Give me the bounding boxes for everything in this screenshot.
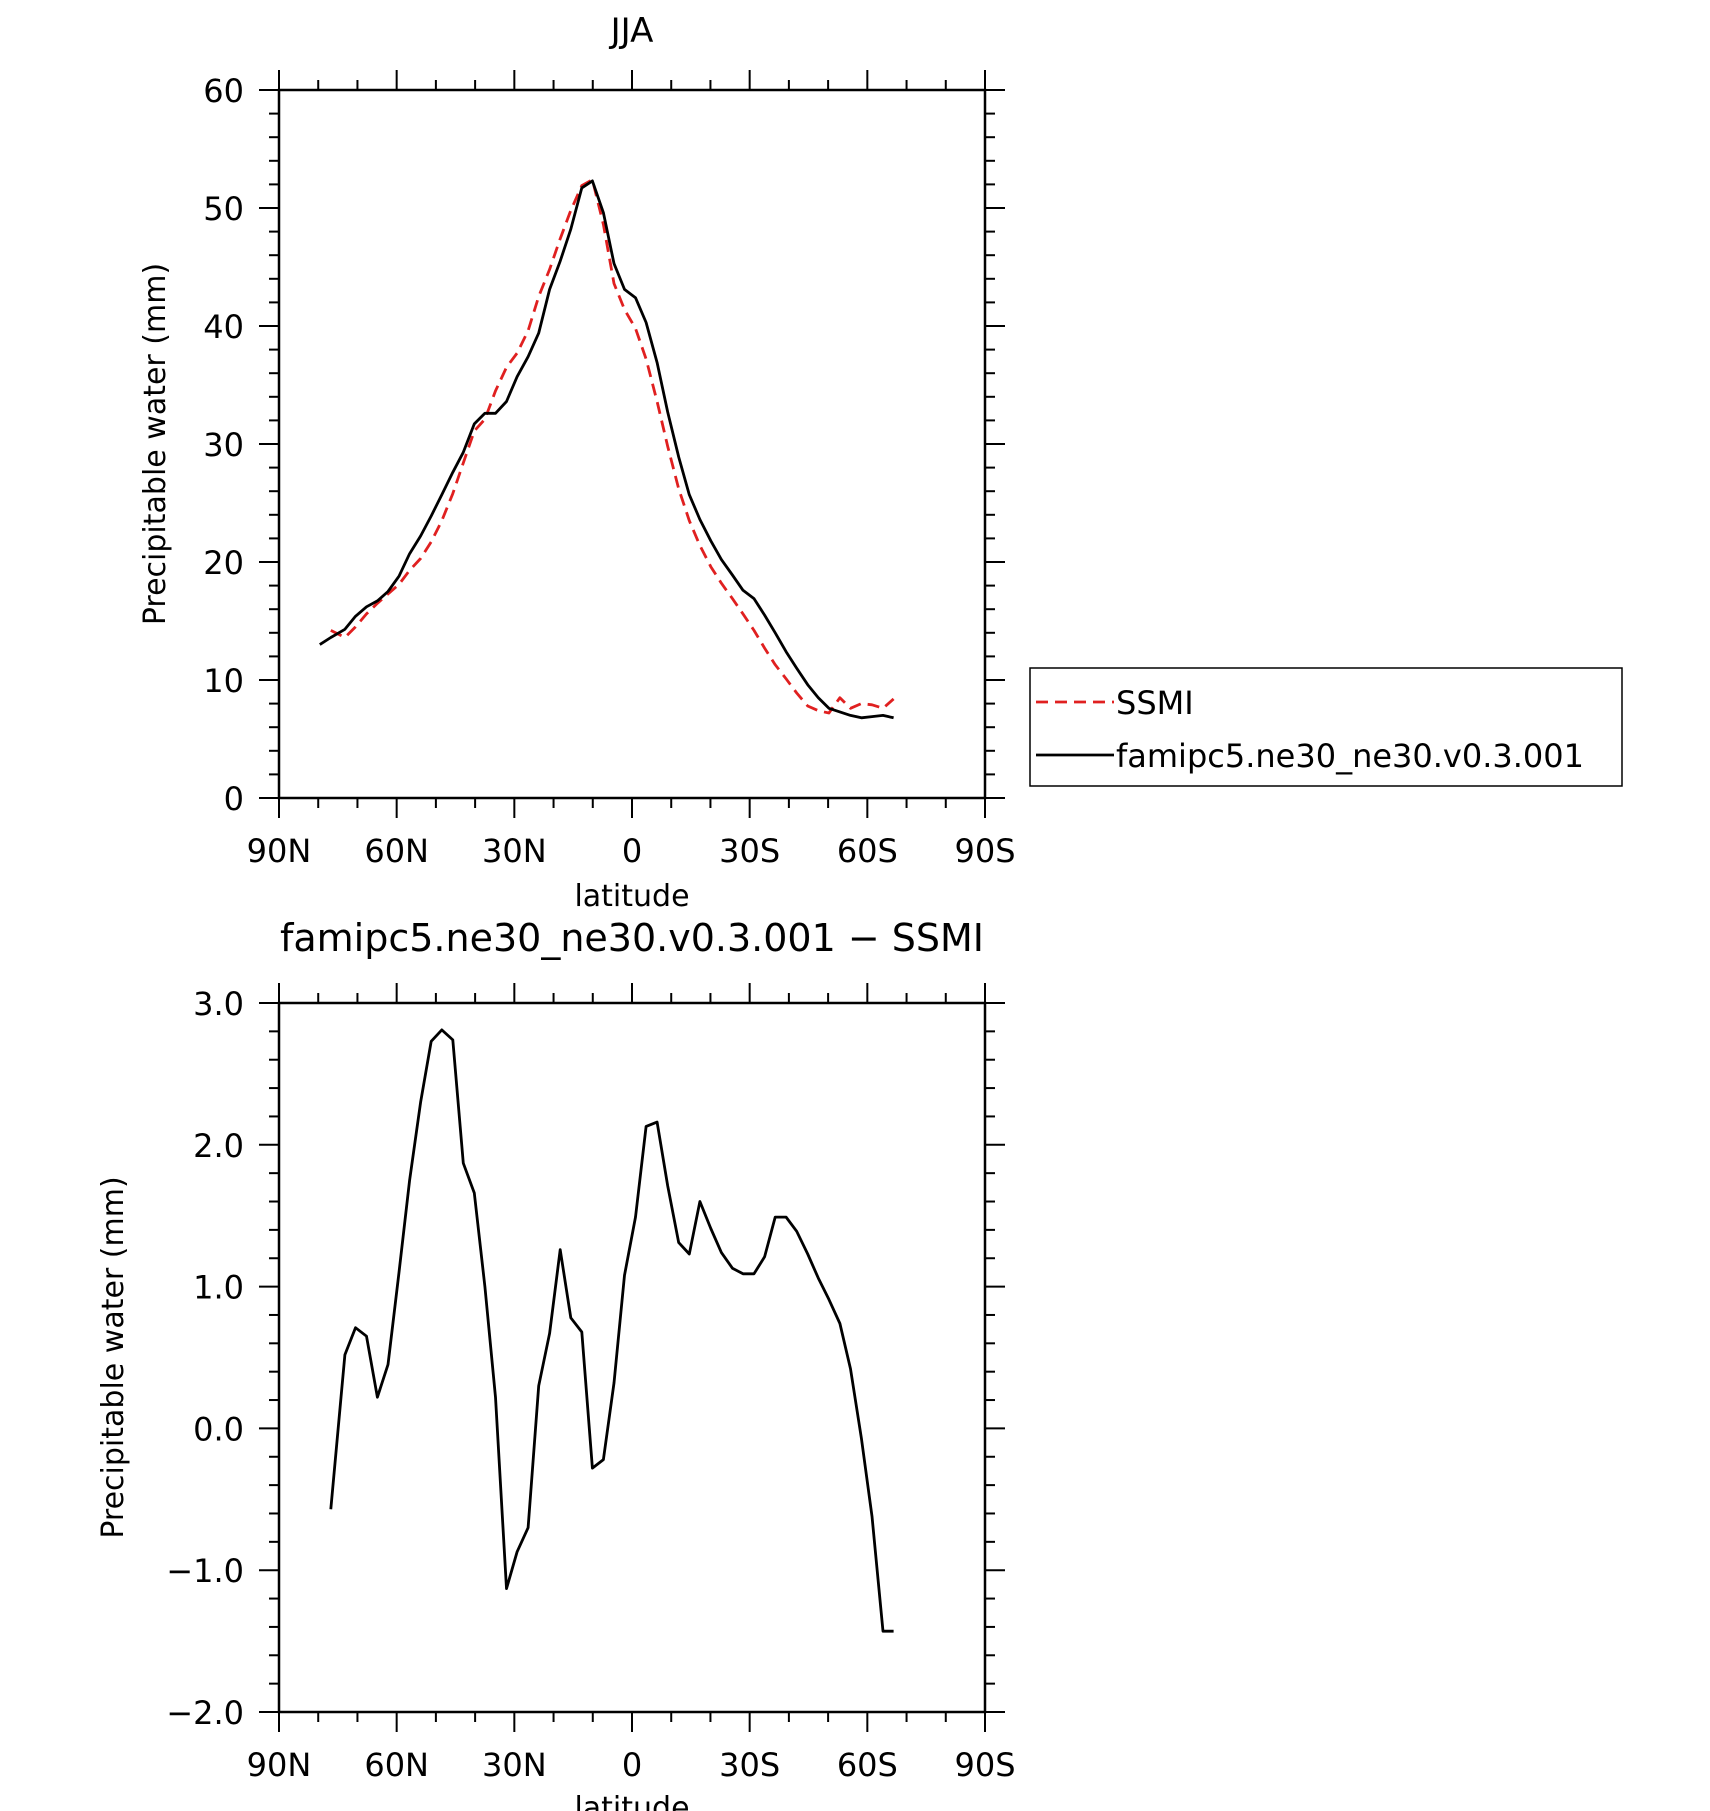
x-tick-label: 90S bbox=[954, 832, 1015, 870]
x-tick-label: 0 bbox=[622, 1746, 642, 1784]
y-tick-label: 0.0 bbox=[193, 1410, 244, 1448]
chart-difference-precipitable-water: −2.0 −1.0 0.0 1.0 2.0 3.0 90N 60N 30N 0 30S 60S 90S f… bbox=[96, 916, 1016, 1811]
y-tick-label: 50 bbox=[203, 190, 244, 228]
series-line-1 bbox=[319, 179, 894, 720]
chart-title: famipc5.ne30_ne30.v0.3.001 − SSMI bbox=[280, 916, 984, 960]
series-line-0 bbox=[330, 178, 895, 715]
legend-label: famipc5.ne30_ne30.v0.3.001 bbox=[1116, 737, 1584, 775]
y-tick-label: 2.0 bbox=[193, 1127, 244, 1165]
y-tick-label: −2.0 bbox=[166, 1694, 244, 1732]
y-tick-label: 1.0 bbox=[193, 1269, 244, 1307]
x-tick-label: 60S bbox=[837, 832, 898, 870]
legend-label: SSMI bbox=[1116, 684, 1194, 722]
x-tick-label: 60N bbox=[364, 832, 429, 870]
x-axis-label: latitude bbox=[574, 879, 689, 914]
y-tick-label: 10 bbox=[203, 662, 244, 700]
series-line-0 bbox=[329, 1028, 894, 1633]
y-tick-label: 60 bbox=[203, 72, 244, 110]
y-tick-label: 40 bbox=[203, 308, 244, 346]
x-tick-label: 30S bbox=[719, 1746, 780, 1784]
y-tick-label: 3.0 bbox=[193, 985, 244, 1023]
y-tick-label: 20 bbox=[203, 544, 244, 582]
y-axis-label: Precipitable water (mm) bbox=[138, 263, 173, 625]
x-axis-label: latitude bbox=[574, 1791, 689, 1811]
x-tick-label: 60N bbox=[364, 1746, 429, 1784]
x-tick-label: 30S bbox=[719, 832, 780, 870]
x-tick-label: 90N bbox=[247, 1746, 312, 1784]
y-tick-label: −1.0 bbox=[166, 1552, 244, 1590]
x-tick-label: 90N bbox=[247, 832, 312, 870]
legend-box bbox=[1029, 667, 1623, 787]
y-axis-label: Precipitable water (mm) bbox=[96, 1176, 131, 1538]
plot-frame bbox=[277, 1001, 987, 1714]
chart-jja-precipitable-water: 0 10 20 30 40 50 60 90N 60N 30N 0 30S 60S 90S JJA latit… bbox=[138, 11, 1623, 914]
y-tick-label: 30 bbox=[203, 426, 244, 464]
x-tick-label: 0 bbox=[622, 832, 642, 870]
chart-title: JJA bbox=[609, 11, 654, 51]
x-tick-label: 90S bbox=[954, 1746, 1015, 1784]
y-tick-label: 0 bbox=[224, 780, 244, 818]
x-tick-label: 60S bbox=[837, 1746, 898, 1784]
x-tick-label: 30N bbox=[482, 832, 547, 870]
x-tick-label: 30N bbox=[482, 1746, 547, 1784]
plot-frame bbox=[277, 88, 987, 800]
